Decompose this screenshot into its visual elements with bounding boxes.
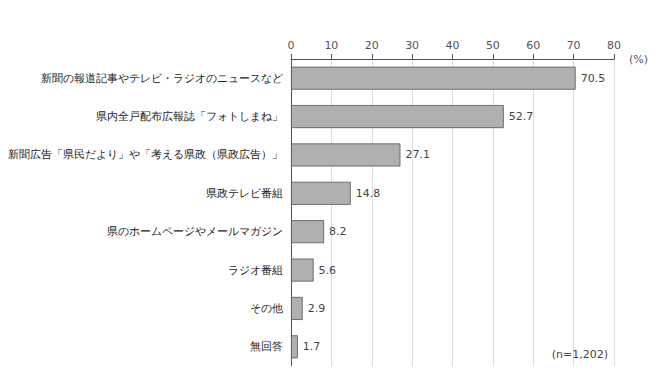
svg-text:県内全戸配布広報誌「フォトしまね」: 県内全戸配布広報誌「フォトしまね」 [96,110,283,123]
svg-text:(%): (%) [629,53,648,66]
svg-text:1.7: 1.7 [303,340,321,353]
svg-text:ラジオ番組: ラジオ番組 [228,264,283,277]
svg-text:県のホームページやメールマガジン: 県のホームページやメールマガジン [107,225,283,238]
svg-text:2.9: 2.9 [308,302,326,315]
svg-text:40: 40 [446,39,460,52]
svg-text:県政テレビ番組: 県政テレビ番組 [206,187,283,200]
svg-text:70.5: 70.5 [581,72,606,85]
svg-text:0: 0 [288,39,295,52]
svg-text:52.7: 52.7 [509,110,534,123]
svg-text:その他: その他 [250,302,283,315]
svg-text:14.8: 14.8 [356,187,381,200]
svg-text:無回答: 無回答 [250,340,283,353]
svg-text:8.2: 8.2 [329,225,347,238]
svg-text:20: 20 [365,39,379,52]
svg-text:50: 50 [486,39,500,52]
svg-text:60: 60 [526,39,540,52]
svg-text:10: 10 [324,39,338,52]
svg-text:80: 80 [607,39,621,52]
svg-text:(n=1,202): (n=1,202) [552,348,608,361]
svg-text:新聞の報道記事やテレビ・ラジオのニュースなど: 新聞の報道記事やテレビ・ラジオのニュースなど [41,72,283,85]
svg-text:5.6: 5.6 [319,264,337,277]
svg-text:27.1: 27.1 [405,148,430,161]
svg-text:新聞広告「県民だより」や「考える県政（県政広告）」: 新聞広告「県民だより」や「考える県政（県政広告）」 [8,148,283,161]
svg-text:30: 30 [405,39,419,52]
svg-text:70: 70 [567,39,581,52]
